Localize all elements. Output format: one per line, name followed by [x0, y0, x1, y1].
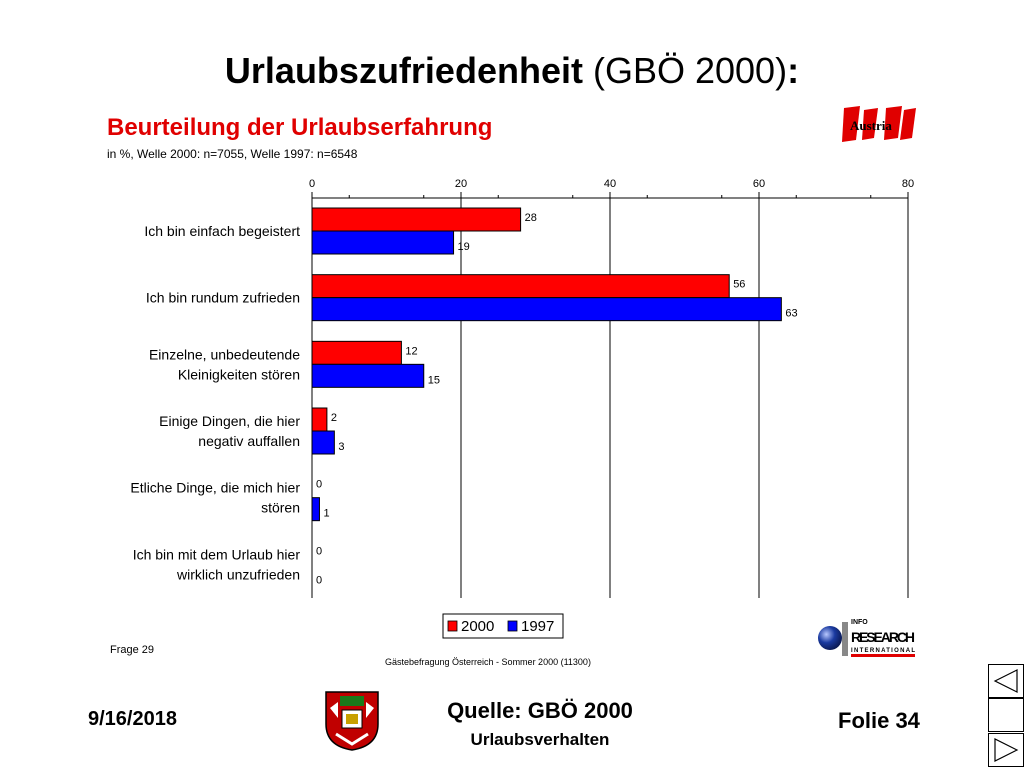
- chart-title: Beurteilung der Urlaubserfahrung: [107, 114, 492, 141]
- nav-blank-button[interactable]: [988, 698, 1024, 732]
- info-line-1: INFO: [851, 619, 868, 626]
- x-tick-label: 80: [902, 178, 914, 190]
- info-line-2: RESEARCH: [851, 629, 915, 645]
- data-label-1997: 15: [428, 374, 440, 386]
- legend-swatch-1997: [507, 620, 518, 632]
- category-label: wirklich unzufrieden: [176, 566, 300, 582]
- bar-chart: Beurteilung der Urlaubserfahrung in %, We…: [107, 114, 914, 667]
- legend-box: [442, 613, 564, 639]
- coat-of-arms-icon: [325, 691, 379, 751]
- slide-title: Urlaubszufriedenheit (GBÖ 2000):: [0, 50, 1024, 92]
- slide-title-bold: Urlaubszufriedenheit: [224, 50, 583, 91]
- category-label: Etliche Dinge, die mich hier: [130, 480, 300, 496]
- data-label-1997: 3: [338, 441, 344, 453]
- bar-1997: [311, 497, 320, 522]
- triangle-left-icon: [993, 669, 1018, 693]
- bar-1997: [311, 430, 335, 455]
- triangle-right-icon: [994, 738, 1019, 762]
- info-research-logo: INFO RESEARCH INTERNATIONAL: [818, 619, 915, 657]
- slide-number: Folie 34: [838, 708, 920, 733]
- chart-footnote-question: Frage 29: [110, 644, 154, 656]
- slide-title-rest: (GBÖ 2000): [592, 50, 788, 91]
- category-label: Ich bin einfach begeistert: [144, 223, 300, 239]
- x-tick-label: 20: [455, 178, 467, 190]
- bar-1997: [311, 230, 455, 255]
- slide-subtitle: Urlaubsverhalten: [470, 730, 610, 749]
- data-label-2000: 2: [331, 412, 337, 424]
- legend-swatch-2000: [447, 620, 458, 632]
- bar-2000: [311, 340, 402, 365]
- data-label-1997: 19: [458, 241, 470, 253]
- bar-2000: [311, 207, 522, 232]
- data-label-1997: 0: [316, 574, 322, 586]
- slide-date: 9/16/2018: [88, 708, 177, 730]
- data-label-2000: 0: [316, 545, 322, 557]
- austria-logo-text: Austria: [850, 118, 892, 133]
- chart-subtitle: in %, Welle 2000: n=7055, Welle 1997: n=…: [107, 147, 358, 161]
- austria-logo: Austria: [842, 106, 916, 142]
- category-label: Kleinigkeiten stören: [178, 366, 300, 382]
- data-label-1997: 1: [323, 508, 329, 520]
- data-label-2000: 28: [525, 212, 537, 224]
- info-line-3: INTERNATIONAL: [851, 648, 915, 654]
- data-label-2000: 56: [733, 279, 745, 291]
- category-label: Einige Dingen, die hier: [159, 413, 300, 429]
- category-label: Ich bin mit dem Urlaub hier: [133, 546, 301, 562]
- data-label-1997: 63: [785, 308, 797, 320]
- x-tick-label: 0: [309, 178, 315, 190]
- data-label-2000: 0: [316, 479, 322, 491]
- globe-icon: [818, 626, 842, 650]
- legend-label-2000: 2000: [461, 618, 494, 635]
- category-label: Einzelne, unbedeutende: [149, 346, 300, 362]
- category-label: Ich bin rundum zufrieden: [146, 290, 300, 306]
- legend-label-1997: 1997: [521, 618, 554, 635]
- nav-next-button[interactable]: [988, 733, 1024, 767]
- chart-footnote-source: Gästebefragung Österreich - Sommer 2000 …: [385, 657, 591, 667]
- bar-1997: [311, 363, 425, 388]
- x-tick-label: 60: [753, 178, 765, 190]
- bar-2000: [311, 274, 730, 299]
- slide-source: Quelle: GBÖ 2000: [447, 698, 633, 723]
- x-tick-label: 40: [604, 178, 616, 190]
- category-label: stören: [261, 500, 300, 516]
- slide-title-colon: :: [787, 50, 800, 91]
- bar-2000: [311, 407, 328, 432]
- data-label-2000: 12: [405, 345, 417, 357]
- category-label: negativ auffallen: [198, 433, 300, 449]
- nav-first-button[interactable]: [988, 664, 1024, 698]
- bar-1997: [311, 297, 782, 322]
